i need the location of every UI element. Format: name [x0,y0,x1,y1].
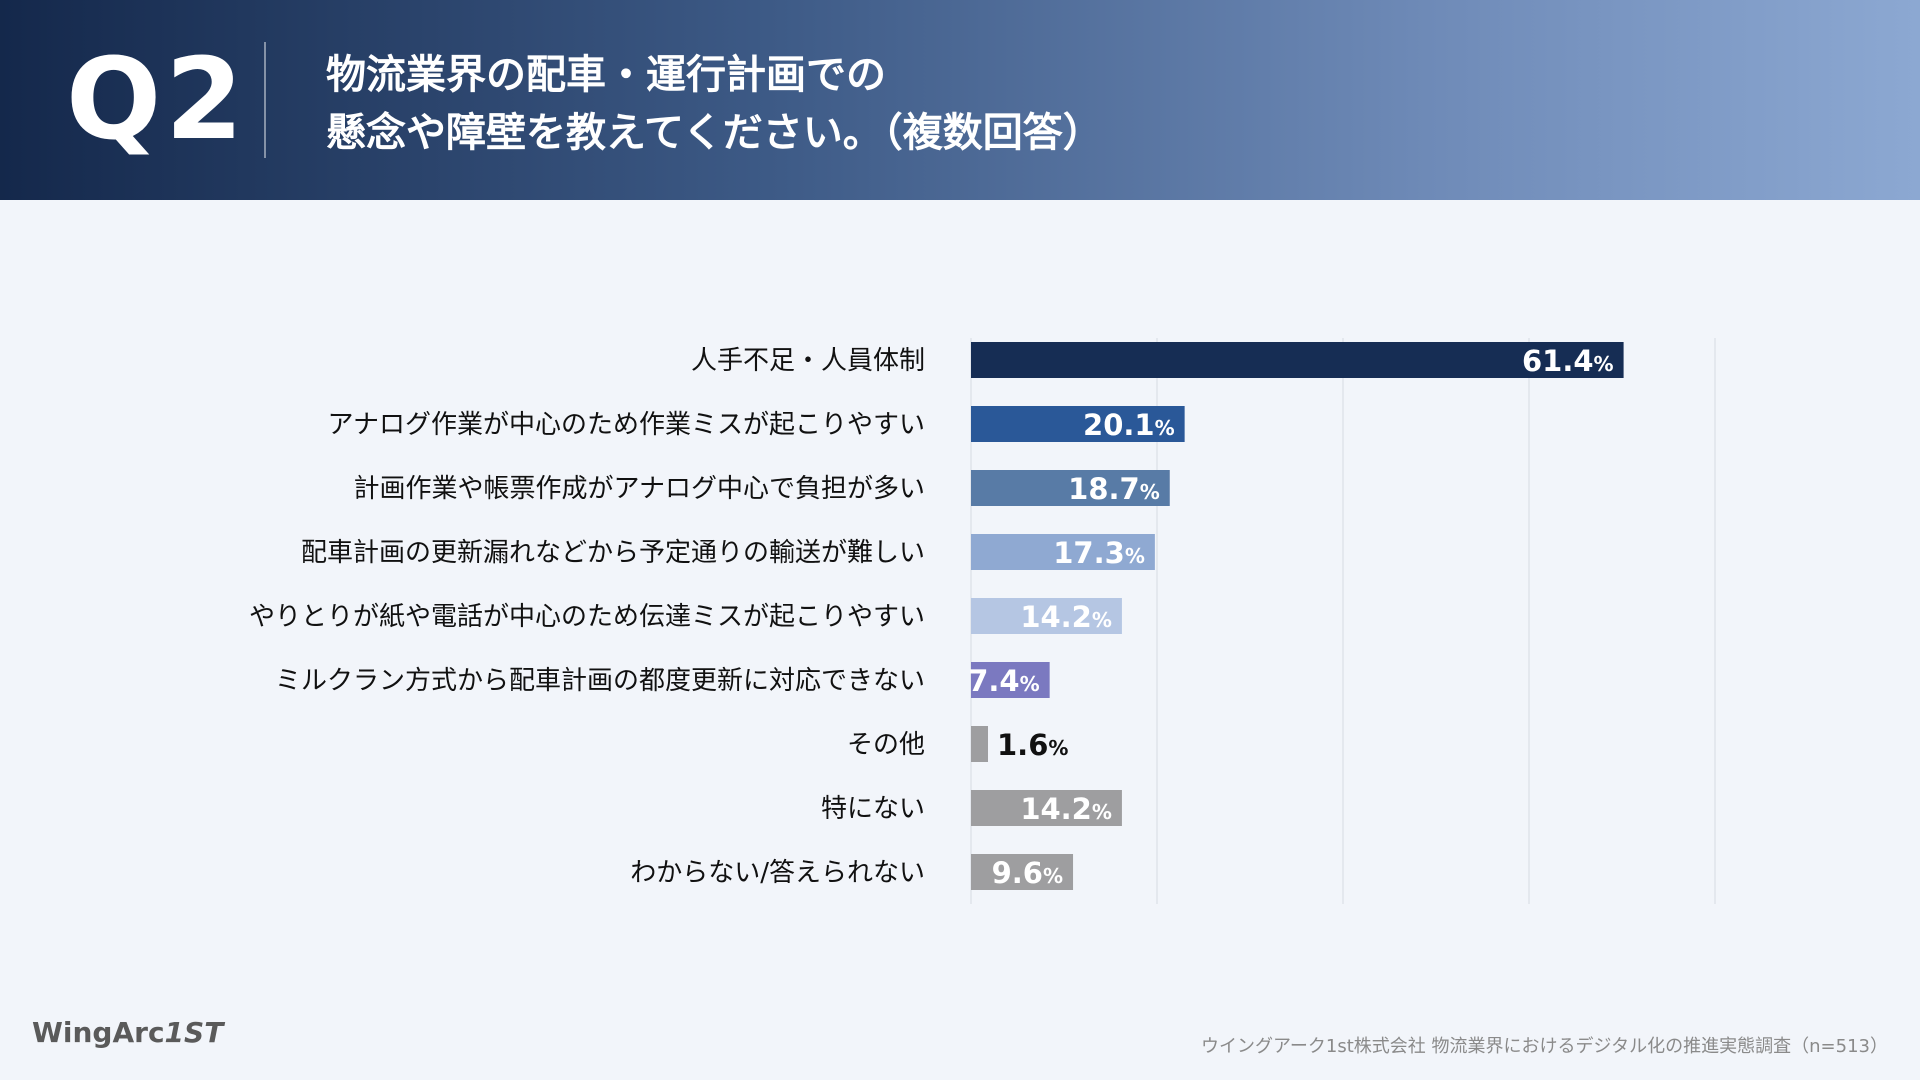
category-label: やりとりが紙や電話が中心のため伝達ミスが起こりやすい [249,602,925,632]
value-unit: % [1043,864,1063,888]
bar [971,790,1122,826]
value-unit: % [1092,608,1112,632]
value-label: 14.2% [1020,600,1112,634]
bar [971,406,1185,442]
value-label: 61.4% [1522,344,1614,378]
category-label: アナログ作業が中心のため作業ミスが起こりやすい [328,410,925,440]
value-label: 9.6% [992,856,1063,890]
category-label: 人手不足・人員体制 [691,346,925,376]
question-title: 物流業界の配車・運行計画での 懸念や障壁を教えてください。（複数回答） [326,46,1103,162]
category-label: 計画作業や帳票作成がアナログ中心で負担が多い [354,474,925,504]
bar [971,662,1050,698]
bar [971,342,1624,378]
value-unit: % [1092,800,1112,824]
category-label: 特にない [821,794,925,824]
value-label: 1.6% [997,728,1068,762]
value-unit: % [1125,544,1145,568]
category-label: ミルクラン方式から配車計画の都度更新に対応できない [275,666,925,696]
title-line-1: 物流業界の配車・運行計画での [326,52,886,98]
bar [971,854,1074,890]
value-unit: % [1140,480,1160,504]
bar [971,470,1170,506]
wingarc-logo: WingArc1ST [32,1016,223,1049]
title-line-2: 懸念や障壁を教えてください。（複数回答） [326,110,1103,156]
value-unit: % [1594,352,1614,376]
question-number: Q2 [66,35,248,165]
header-banner: Q2 物流業界の配車・運行計画での 懸念や障壁を教えてください。（複数回答） [0,0,1920,200]
logo-mark: 1ST [164,1016,224,1049]
category-label: わからない/答えられない [630,858,925,888]
category-label: 配車計画の更新漏れなどから予定通りの輸送が難しい [301,538,925,568]
source-note: ウイングアーク1st株式会社 物流業界におけるデジタル化の推進実態調査（n=51… [1200,1036,1888,1057]
header-divider [264,42,266,158]
value-unit: % [1155,416,1175,440]
bar [971,534,1155,570]
bar [971,598,1122,634]
bar [971,726,989,762]
value-unit: % [1020,672,1040,696]
logo-text: WingArc [32,1016,165,1049]
value-unit: % [1048,736,1068,760]
category-label: その他 [847,730,925,760]
